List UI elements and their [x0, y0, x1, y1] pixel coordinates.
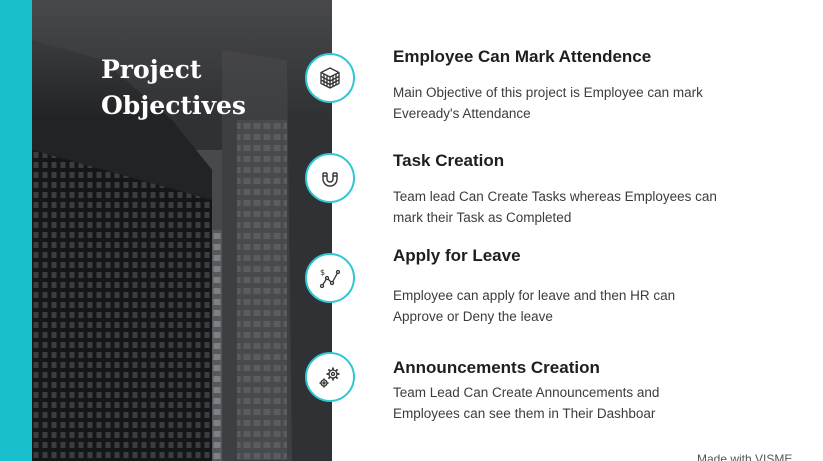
cube-grid-icon	[305, 53, 355, 103]
objective-desc-4-line-1: Team Lead Can Create Announcements and	[393, 385, 660, 400]
objective-desc-3: Employee can apply for leave and then HR…	[393, 285, 753, 327]
title-line-1: Project	[101, 55, 202, 84]
magnet-icon	[305, 153, 355, 203]
objective-desc-3-line-1: Employee can apply for leave and then HR…	[393, 288, 676, 303]
objective-desc-2-line-2: mark their Task as Completed	[393, 210, 572, 225]
building-photo: Project Objectives	[32, 0, 332, 461]
watermark[interactable]: Made with VISME	[697, 452, 793, 461]
objective-desc-4: Team Lead Can Create Announcements and E…	[393, 382, 753, 424]
dollar-chart-icon: $	[305, 253, 355, 303]
accent-bar	[0, 0, 32, 461]
objective-desc-2: Team lead Can Create Tasks whereas Emplo…	[393, 186, 753, 228]
objective-desc-1-line-1: Main Objective of this project is Employ…	[393, 85, 703, 100]
objective-desc-1: Main Objective of this project is Employ…	[393, 82, 753, 124]
title-line-2: Objectives	[101, 91, 246, 120]
objective-desc-1-line-2: Eveready's Attendance	[393, 106, 531, 121]
objective-title-1: Employee Can Mark Attendence	[393, 47, 652, 66]
page-title: Project Objectives	[101, 52, 332, 124]
objective-desc-3-line-2: Approve or Deny the leave	[393, 309, 553, 324]
objective-desc-4-line-2: Employees can see them in Their Dashboar	[393, 406, 656, 421]
objective-title-3: Apply for Leave	[393, 246, 521, 265]
objective-title-2: Task Creation	[393, 151, 505, 170]
svg-text:$: $	[320, 268, 325, 277]
gears-icon	[305, 352, 355, 402]
objective-desc-2-line-1: Team lead Can Create Tasks whereas Emplo…	[393, 189, 717, 204]
objective-title-4: Announcements Creation	[393, 358, 600, 377]
